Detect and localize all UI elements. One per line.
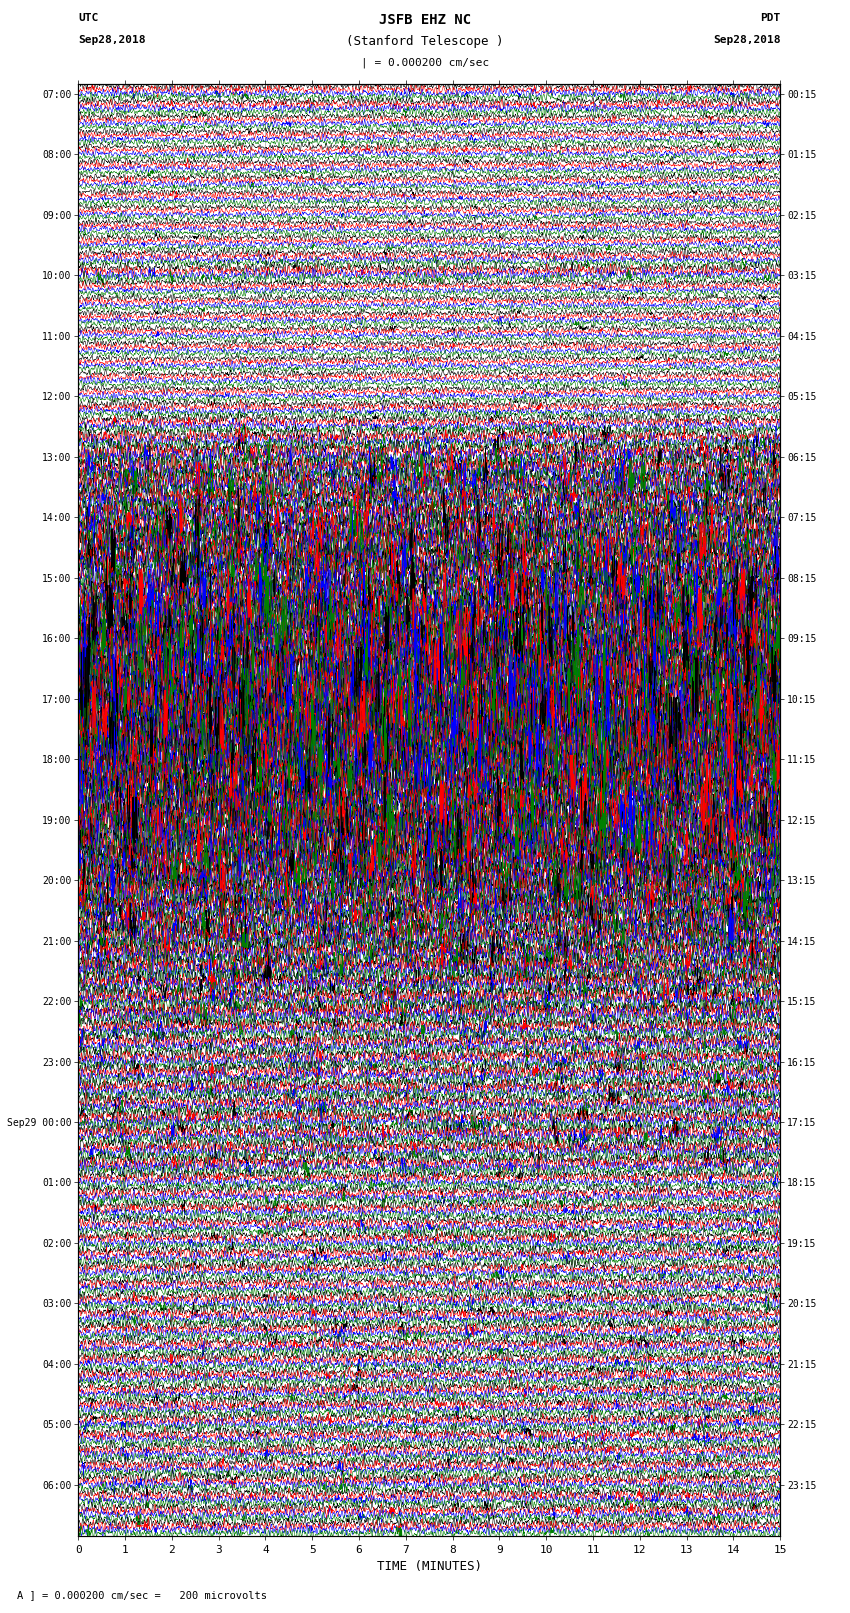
Text: | = 0.000200 cm/sec: | = 0.000200 cm/sec: [361, 56, 489, 68]
X-axis label: TIME (MINUTES): TIME (MINUTES): [377, 1560, 482, 1573]
Text: A ] = 0.000200 cm/sec =   200 microvolts: A ] = 0.000200 cm/sec = 200 microvolts: [17, 1590, 267, 1600]
Text: (Stanford Telescope ): (Stanford Telescope ): [346, 35, 504, 48]
Text: UTC: UTC: [78, 13, 99, 23]
Text: JSFB EHZ NC: JSFB EHZ NC: [379, 13, 471, 26]
Text: Sep28,2018: Sep28,2018: [713, 35, 780, 45]
Text: PDT: PDT: [760, 13, 780, 23]
Text: Sep28,2018: Sep28,2018: [78, 35, 145, 45]
